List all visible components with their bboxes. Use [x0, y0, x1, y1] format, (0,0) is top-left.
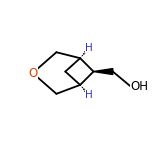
Text: O: O — [28, 67, 37, 79]
Text: H: H — [85, 43, 93, 53]
Text: OH: OH — [131, 80, 149, 93]
Polygon shape — [93, 69, 113, 74]
Text: H: H — [85, 90, 93, 100]
